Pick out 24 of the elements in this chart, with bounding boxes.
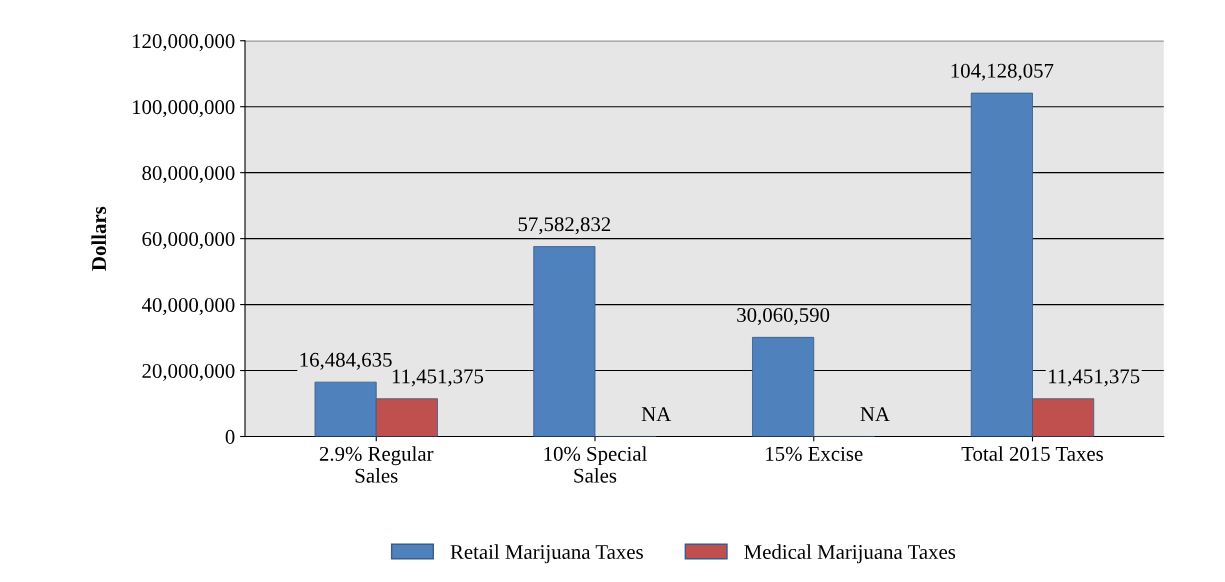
- legend-label: Retail Marijuana Taxes: [450, 544, 643, 564]
- y-tick-label: 60,000,000: [142, 231, 235, 250]
- y-axis-title: Dollars: [91, 206, 107, 271]
- data-label: 16,484,635: [300, 352, 392, 370]
- text: NA: [860, 407, 890, 421]
- x-tick-label: Total 2015 Taxes: [961, 446, 1103, 461]
- bar: [533, 246, 596, 437]
- x-tick-label: 2.9% Regular Sales: [319, 446, 434, 483]
- y-tick-label: 100,000,000: [132, 100, 235, 118]
- y-tick-label: 40,000,000: [141, 297, 235, 316]
- x-tick-label: 10% Special Sales: [544, 446, 647, 483]
- y-tick-label: 20,000,000: [142, 363, 235, 381]
- x-tick-label: 15% Excise: [766, 446, 863, 461]
- y-tick-label: 120,000,000: [132, 34, 235, 52]
- text: NA: [641, 407, 672, 421]
- data-label: 57,582,832: [518, 217, 611, 235]
- data-label: 11,451,375: [392, 369, 484, 387]
- data-label: 104,128,057: [951, 63, 1054, 81]
- data-label: 11,451,375: [1049, 369, 1140, 387]
- y-tick-label: 80,000,000: [142, 166, 235, 184]
- bar: [752, 336, 815, 437]
- legend-label: Medical Marijuana Taxes: [744, 544, 956, 564]
- data-label: 30,060,590: [737, 307, 830, 326]
- y-tick-label: 0: [225, 429, 235, 444]
